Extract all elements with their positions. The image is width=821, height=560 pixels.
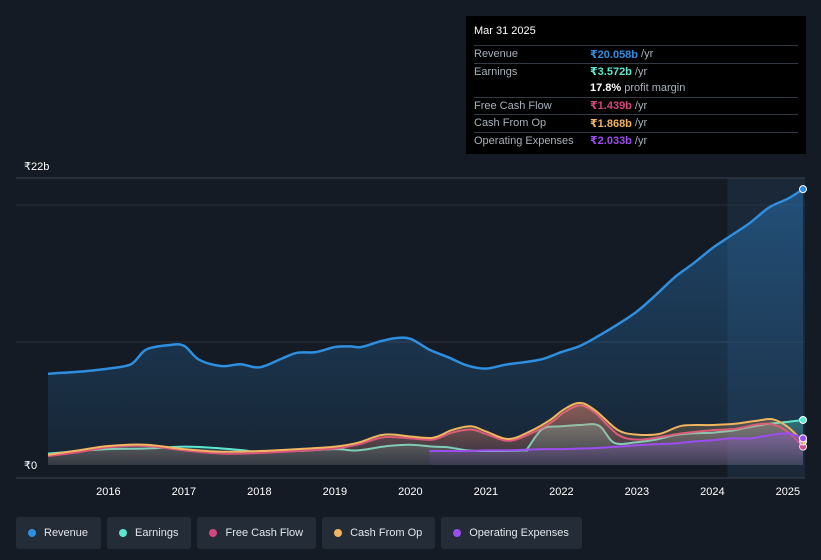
tooltip-row: Free Cash Flow ₹1.439b/yr [474,96,798,115]
x-tick-2021: 2021 [474,486,498,498]
tooltip-unit: /yr [634,134,648,147]
series-layer [47,185,807,465]
x-tick-2019: 2019 [323,486,347,498]
tooltip-row: Cash From Op ₹1.868b/yr [474,114,798,132]
tooltip-value: ₹1.868b [590,117,632,130]
legend-free-cash-flow[interactable]: Free Cash Flow [197,517,317,549]
tooltip-value: ₹20.058b [590,48,639,61]
x-axis-ticks: 2016 2017 2018 2019 2020 2021 2022 2023 2024 2025 [96,486,800,498]
x-tick-2018: 2018 [247,486,271,498]
tooltip-row: Earnings ₹3.572b/yr [474,62,798,81]
legend-label: Cash From Op [350,527,423,539]
legend-dot-icon [119,529,128,537]
tooltip-row: Revenue ₹20.058b/yr [474,45,798,63]
tooltip-unit: profit margin [624,82,686,95]
legend-cash-from-op[interactable]: Cash From Op [322,517,436,549]
tooltip-label: Earnings [474,65,518,78]
legend-earnings[interactable]: Earnings [107,517,192,549]
y-axis-zero-label: ₹0 [24,460,37,472]
legend-dot-icon [453,529,462,537]
data-tooltip: Mar 31 2025 Revenue ₹20.058b/yr Earnings ₹3… [466,16,806,154]
x-tick-2020: 2020 [398,486,422,498]
legend-label: Free Cash Flow [225,527,304,539]
tooltip-date: Mar 31 2025 [474,25,536,37]
line-revenue [47,188,804,375]
legend-revenue[interactable]: Revenue [16,517,102,549]
line-operating-expenses [429,432,804,453]
tooltip-rows: Revenue ₹20.058b/yr Earnings ₹3.572b/yr 17.8… [474,45,798,149]
tooltip-label: Cash From Op [474,117,547,130]
x-tick-2022: 2022 [549,486,573,498]
x-tick-2023: 2023 [625,486,649,498]
series-operating-expenses [429,432,807,465]
tooltip-label: Revenue [474,48,519,61]
endpoint-operating-expenses [799,434,807,443]
legend-dot-icon [28,529,36,537]
legend-dot-icon [334,529,343,537]
x-tick-2024: 2024 [700,486,724,498]
tooltip-unit: /yr [641,48,654,61]
legend-operating-expenses[interactable]: Operating Expenses [441,517,582,549]
legend-label: Operating Expenses [469,527,569,539]
tooltip-unit: /yr [634,65,648,78]
legend: Revenue Earnings Free Cash Flow Cash From O… [16,517,582,549]
tooltip-label: Free Cash Flow [474,99,552,112]
tooltip-row: Operating Expenses ₹2.033b/yr [474,131,798,150]
area-revenue [48,189,803,465]
y-axis-top-label: ₹22b [24,161,49,173]
series-revenue [47,185,807,465]
tooltip-value: ₹1.439b [590,100,632,113]
line-cash-from-op [47,401,804,456]
tooltip-unit: /yr [634,117,648,130]
endpoint-revenue [799,185,807,194]
tooltip-row: 17.8% profit margin [474,80,798,97]
x-tick-2025: 2025 [776,486,800,498]
legend-label: Revenue [44,527,89,539]
legend-label: Earnings [135,527,179,539]
tooltip-unit: /yr [634,99,648,112]
tooltip-value: ₹3.572b [590,66,632,79]
endpoint-earnings [799,415,807,424]
legend-dot-icon [209,529,218,537]
tooltip-value: 17.8% [590,82,622,95]
x-tick-2017: 2017 [172,486,196,498]
tooltip-value: ₹2.033b [590,135,632,148]
tooltip-label: Operating Expenses [474,134,574,147]
x-tick-2016: 2016 [96,486,120,498]
